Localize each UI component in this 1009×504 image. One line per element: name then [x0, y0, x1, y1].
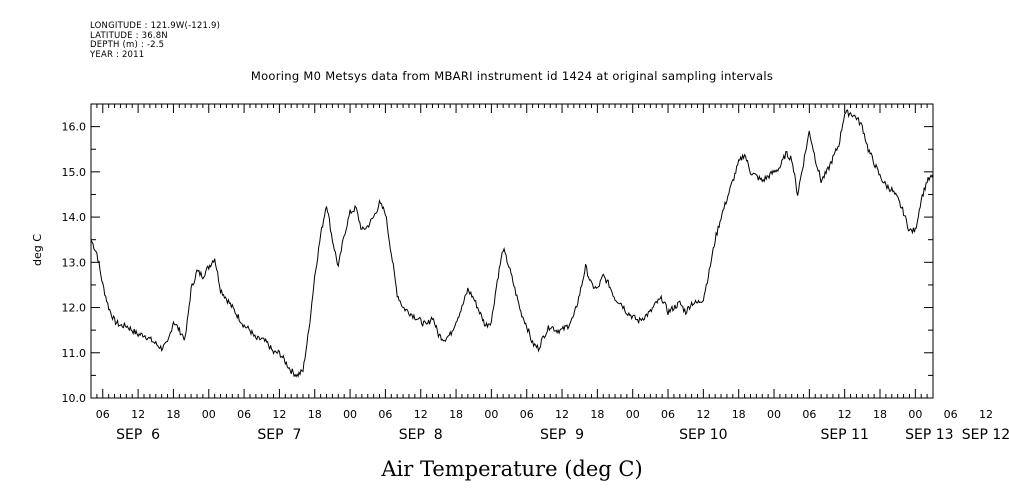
plot-frame	[90, 103, 934, 399]
x-tick-label: 00	[484, 408, 498, 421]
x-tick-label: 18	[873, 408, 887, 421]
x-tick-label: 18	[732, 408, 746, 421]
y-axis-label: deg C	[31, 234, 44, 266]
latitude-text: LATITUDE : 36.8N	[90, 30, 168, 41]
x-tick-label: 12	[555, 408, 569, 421]
x-tick-label: 18	[590, 408, 604, 421]
day-label: SEP 12	[962, 427, 1009, 443]
y-tick-label: 15.0	[62, 166, 87, 179]
x-tick-label: 12	[696, 408, 710, 421]
y-tick-label: 12.0	[62, 302, 87, 315]
day-label: SEP 7	[257, 427, 301, 443]
chart-title: Mooring M0 Metsys data from MBARI instru…	[251, 69, 773, 83]
x-tick-label: 18	[449, 408, 463, 421]
longitude-text: LONGITUDE : 121.9W(-121.9)	[90, 21, 221, 31]
x-tick-label: 06	[96, 408, 110, 421]
y-tick-label: 13.0	[62, 256, 87, 269]
y-tick-label: 14.0	[62, 211, 87, 224]
x-tick-label: 12	[131, 408, 145, 421]
series-line	[90, 109, 934, 378]
x-tick-label: 18	[308, 408, 322, 421]
day-label: SEP 10	[679, 427, 727, 443]
x-tick-label: 00	[908, 408, 922, 421]
x-axis-label: Air Temperature (deg C)	[380, 457, 642, 481]
x-tick-label: 06	[944, 408, 958, 421]
metadata-block: LONGITUDE : 121.9W(-121.9) LATITUDE : 36…	[90, 21, 221, 60]
x-tick-label: 06	[237, 408, 251, 421]
y-tick-label: 10.0	[62, 392, 87, 405]
year-text: YEAR : 2011	[90, 49, 145, 60]
x-tick-label: 12	[979, 408, 993, 421]
day-label: SEP 8	[399, 427, 443, 443]
x-tick-label: 00	[626, 408, 640, 421]
day-label: SEP 13	[905, 427, 953, 443]
x-axis-ticks: 06 12 18 00 06 12 18 00 06 12 18 00 06 12 18 00 06 12 18 00…	[90, 104, 1009, 443]
x-tick-label: 12	[272, 408, 286, 421]
x-tick-label: 00	[343, 408, 357, 421]
x-tick-label: 06	[661, 408, 675, 421]
x-tick-label: 12	[838, 408, 852, 421]
x-tick-label: 06	[378, 408, 392, 421]
day-label: SEP 11	[820, 427, 868, 443]
day-label: SEP 9	[540, 427, 584, 443]
y-axis-ticks: 10.0 11.0 12.0 13.0 14.0 15.0 16.0	[62, 103, 933, 405]
x-tick-label: 00	[767, 408, 781, 421]
x-tick-label: 18	[166, 408, 180, 421]
y-tick-label: 11.0	[62, 347, 87, 360]
depth-text: DEPTH (m) : -2.5	[90, 40, 165, 51]
x-tick-label: 06	[520, 408, 534, 421]
day-label: SEP 6	[116, 427, 160, 443]
x-tick-label: 06	[802, 408, 816, 421]
x-tick-label: 12	[414, 408, 428, 421]
x-tick-label: 00	[202, 408, 216, 421]
y-tick-label: 16.0	[62, 121, 87, 134]
